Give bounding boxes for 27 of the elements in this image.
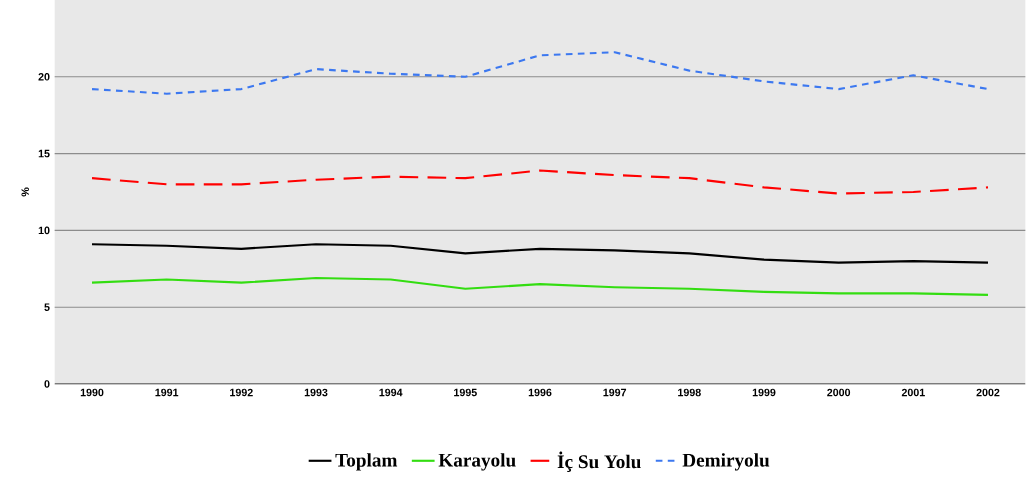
x-tick-label: 1990 xyxy=(80,388,104,397)
x-tick-label: 1992 xyxy=(230,388,253,397)
line-series xyxy=(90,277,990,297)
x-tick-label: 1995 xyxy=(454,388,477,397)
x-tick-label: 1998 xyxy=(678,388,701,397)
x-tick-label: 1996 xyxy=(528,388,552,397)
x-tick-label: 1994 xyxy=(379,388,403,397)
legend-label: Demiryolu xyxy=(682,453,770,471)
x-tick-label: 1999 xyxy=(752,388,776,397)
y-tick-label: 20 xyxy=(38,73,50,81)
x-tick-label: 2000 xyxy=(827,388,851,397)
y-tick-label: 10 xyxy=(38,226,50,235)
line-series xyxy=(90,243,990,264)
line-series xyxy=(90,51,990,95)
x-tick-label: 2002 xyxy=(976,388,1000,397)
y-tick-label: 15 xyxy=(38,150,50,158)
x-tick-label: 2001 xyxy=(901,388,925,397)
y-tick-label: 0 xyxy=(44,380,50,388)
line-series xyxy=(90,169,990,195)
y-tick-label: 5 xyxy=(44,303,50,312)
x-tick-label: 1993 xyxy=(304,388,328,397)
x-tick-label: 1997 xyxy=(603,388,627,397)
legend-label: İç Su Yolu xyxy=(557,451,641,473)
legend-label: Toplam xyxy=(335,453,398,471)
legend-label: Karayolu xyxy=(438,453,516,471)
x-tick-label: 1991 xyxy=(155,388,179,397)
y-axis-title: % xyxy=(21,187,29,197)
